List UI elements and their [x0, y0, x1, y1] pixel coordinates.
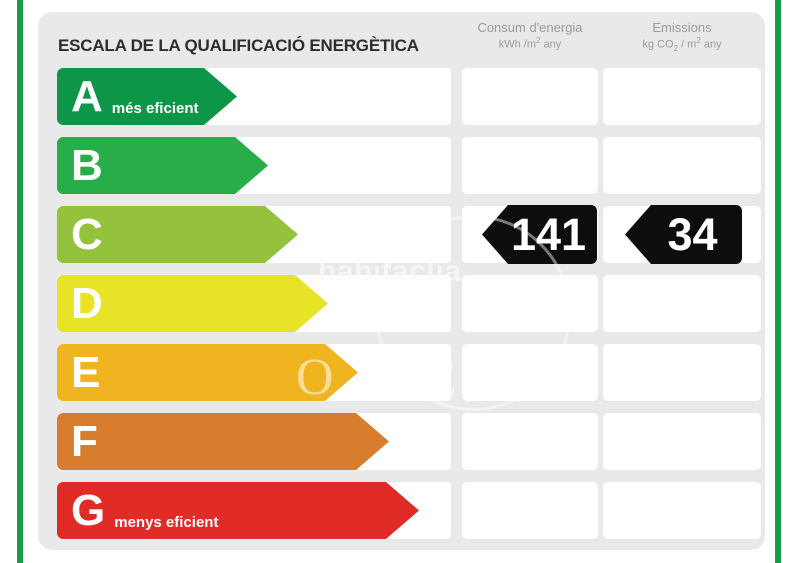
emissions-cell: [603, 344, 761, 401]
rating-arrow: C: [57, 206, 298, 263]
rating-row-E: E: [38, 344, 765, 401]
consum-value-arrow: 141: [482, 205, 597, 264]
consum-cell: [462, 137, 598, 194]
rating-letter: D: [71, 279, 103, 328]
consum-unit: kWh /m2 any: [498, 36, 562, 51]
consum-cell: [462, 344, 598, 401]
rating-letter: C: [71, 210, 103, 259]
scale-title: ESCALA DE LA QUALIFICACIÓ ENERGÈTICA: [58, 36, 419, 55]
panel-header: ESCALA DE LA QUALIFICACIÓ ENERGÈTICA Con…: [38, 12, 765, 68]
frame-bar-right: [775, 0, 781, 563]
rating-row-B: B: [38, 137, 765, 194]
rating-row-F: F: [38, 413, 765, 470]
emissions-cell: [603, 482, 761, 539]
consum-cell: [462, 275, 598, 332]
rating-arrow: E: [57, 344, 358, 401]
rating-arrow: D: [57, 275, 328, 332]
consum-cell: [462, 413, 598, 470]
energy-scale-panel: ESCALA DE LA QUALIFICACIÓ ENERGÈTICA Con…: [38, 12, 765, 550]
consum-cell: [462, 68, 598, 125]
rating-row-D: D: [38, 275, 765, 332]
rating-arrow: F: [57, 413, 389, 470]
emissions-cell: [603, 68, 761, 125]
emissions-value: 34: [667, 208, 718, 260]
rating-arrow: G menys eficient: [57, 482, 419, 539]
column-header-emissions: Emissions kg CO2 / m2 any: [603, 20, 761, 54]
column-header-consum: Consum d'energia kWh /m2 any: [462, 20, 598, 53]
rating-caption: menys eficient: [114, 514, 219, 531]
rating-letter: F: [71, 417, 98, 466]
rating-row-G: G menys eficient: [38, 482, 765, 539]
emissions-cell: [603, 137, 761, 194]
emissions-cell: [603, 413, 761, 470]
emissions-value-arrow: 34: [625, 205, 742, 264]
consum-label: Consum d'energia: [477, 20, 583, 35]
frame-bar-left: [17, 0, 23, 563]
rating-letter: A: [71, 72, 103, 121]
consum-cell: [462, 482, 598, 539]
rating-letter: B: [71, 141, 103, 190]
rating-arrow: B: [57, 137, 268, 194]
rating-letter: G: [71, 486, 106, 535]
emissions-label: Emissions: [652, 20, 712, 35]
rating-caption: més eficient: [111, 100, 199, 117]
consum-value: 141: [510, 208, 587, 260]
emissions-cell: [603, 275, 761, 332]
rating-letter: E: [71, 348, 101, 397]
rating-row-A: A més eficient: [38, 68, 765, 125]
emissions-unit: kg CO2 / m2 any: [642, 36, 722, 54]
rating-arrow: A més eficient: [57, 68, 237, 125]
